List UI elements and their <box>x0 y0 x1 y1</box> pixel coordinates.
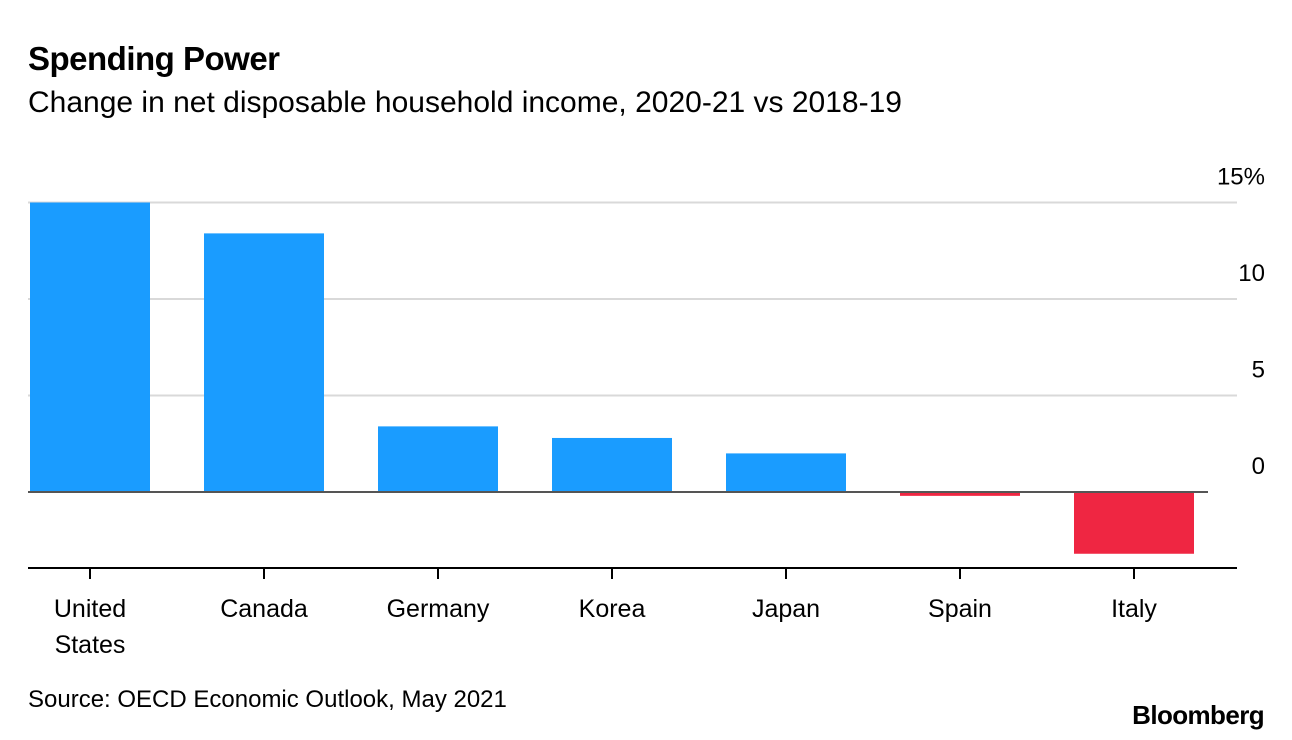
bar-japan <box>726 453 846 492</box>
x-tick-label: Germany <box>387 595 490 623</box>
y-tick-label: 0 <box>1252 453 1265 480</box>
y-tick-label: 10 <box>1238 260 1265 287</box>
chart-subtitle: Change in net disposable household incom… <box>28 86 902 119</box>
x-tick-label: Spain <box>928 595 992 623</box>
bar-united-states <box>30 202 150 492</box>
x-tick-label: Canada <box>220 595 308 623</box>
y-tick-label: 15% <box>1217 164 1265 191</box>
source-note: Source: OECD Economic Outlook, May 2021 <box>28 686 507 713</box>
bar-korea <box>552 437 672 492</box>
y-tick-label: 5 <box>1252 357 1265 384</box>
x-tick-label: Japan <box>752 595 820 623</box>
x-tick-label: Korea <box>579 595 646 623</box>
bar-italy <box>1074 492 1194 554</box>
x-tick-label: Italy <box>1111 595 1157 623</box>
bar-germany <box>378 426 498 492</box>
bar-canada <box>204 233 324 492</box>
x-tick-label: United States <box>54 595 126 659</box>
bar-spain <box>900 492 1020 496</box>
bloomberg-logo: Bloomberg <box>1132 700 1264 730</box>
chart-title: Spending Power <box>28 40 280 77</box>
